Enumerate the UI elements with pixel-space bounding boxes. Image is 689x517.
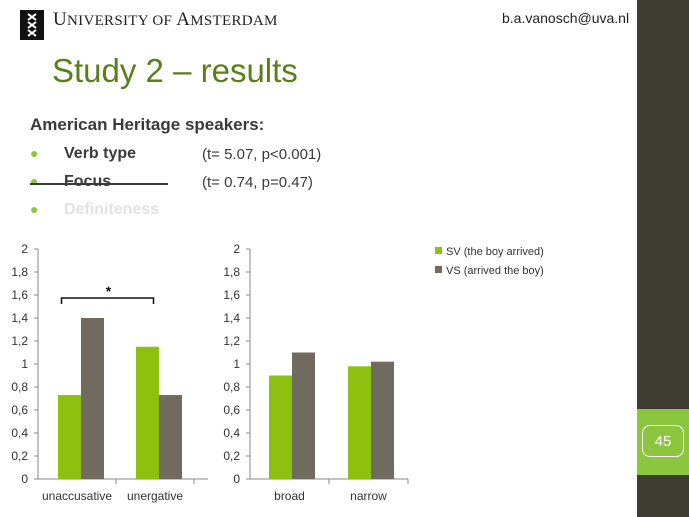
slide-subtitle: American Heritage speakers: <box>30 115 265 134</box>
y-tick-label: 0,4 <box>11 426 28 440</box>
y-tick-label: 1 <box>233 357 240 371</box>
bullet-dot: ● <box>30 201 39 217</box>
bar-sv <box>348 366 371 479</box>
y-tick-label: 0,6 <box>11 403 28 417</box>
bullet-dot: ● <box>30 173 39 189</box>
y-tick-label: 0,8 <box>11 380 28 394</box>
university-logo-icon <box>20 10 44 40</box>
significance-marker: * <box>106 283 112 299</box>
y-tick-label: 1,4 <box>223 311 240 325</box>
bullet-dot: ● <box>30 145 39 161</box>
y-tick-label: 0 <box>21 472 28 486</box>
bullet-stat-verb-type: (t= 5.07, p<0.001) <box>202 146 322 163</box>
slide-title: Study 2 – results <box>52 52 298 89</box>
legend-swatch-sv <box>435 247 442 254</box>
y-tick-label: 1,6 <box>11 288 28 302</box>
y-tick-label: 1,8 <box>11 265 28 279</box>
significance-bracket <box>60 297 155 304</box>
bar-vs <box>159 395 182 479</box>
y-tick-label: 0,8 <box>223 380 240 394</box>
bar-vs <box>292 352 315 479</box>
y-tick-label: 0,4 <box>223 426 240 440</box>
bullet-stat-focus: (t= 0.74, p=0.47) <box>202 174 313 191</box>
y-tick-label: 1,4 <box>11 311 28 325</box>
x-category-label: unaccusative <box>42 489 112 503</box>
y-tick-label: 2 <box>233 242 240 256</box>
bar-vs <box>81 318 104 479</box>
x-category-label: narrow <box>350 489 387 503</box>
x-category-label: broad <box>274 489 305 503</box>
y-tick-label: 1,8 <box>223 265 240 279</box>
page-number: 45 <box>642 425 684 457</box>
university-name: UNIVERSITY OF AMSTERDAM <box>53 9 278 30</box>
strikethrough-line <box>30 183 168 185</box>
bullet-label-verb-type: Verb type <box>64 145 137 162</box>
legend-label-sv: SV (the boy arrived) <box>446 246 544 258</box>
y-tick-label: 0,2 <box>223 449 240 463</box>
y-tick-label: 1,6 <box>223 288 240 302</box>
page-number-box: 45 <box>637 409 689 475</box>
y-tick-label: 0 <box>233 472 240 486</box>
author-email: b.a.vanosch@uva.nl <box>502 10 630 26</box>
y-tick-label: 1,2 <box>223 334 240 348</box>
y-tick-label: 0,6 <box>223 403 240 417</box>
y-tick-label: 1,2 <box>11 334 28 348</box>
x-category-label: unergative <box>127 489 183 503</box>
bar-sv <box>269 375 292 479</box>
bullet-label-focus: Focus <box>64 173 112 190</box>
legend-swatch-vs <box>435 266 442 273</box>
legend-label-vs: VS (arrived the boy) <box>446 265 544 277</box>
y-tick-label: 1 <box>21 357 28 371</box>
bar-sv <box>58 395 81 479</box>
bullet-label-definiteness: Definiteness <box>64 201 160 218</box>
y-tick-label: 0,2 <box>11 449 28 463</box>
bar-sv <box>136 346 159 479</box>
y-tick-label: 2 <box>21 242 28 256</box>
bar-vs <box>371 361 394 479</box>
